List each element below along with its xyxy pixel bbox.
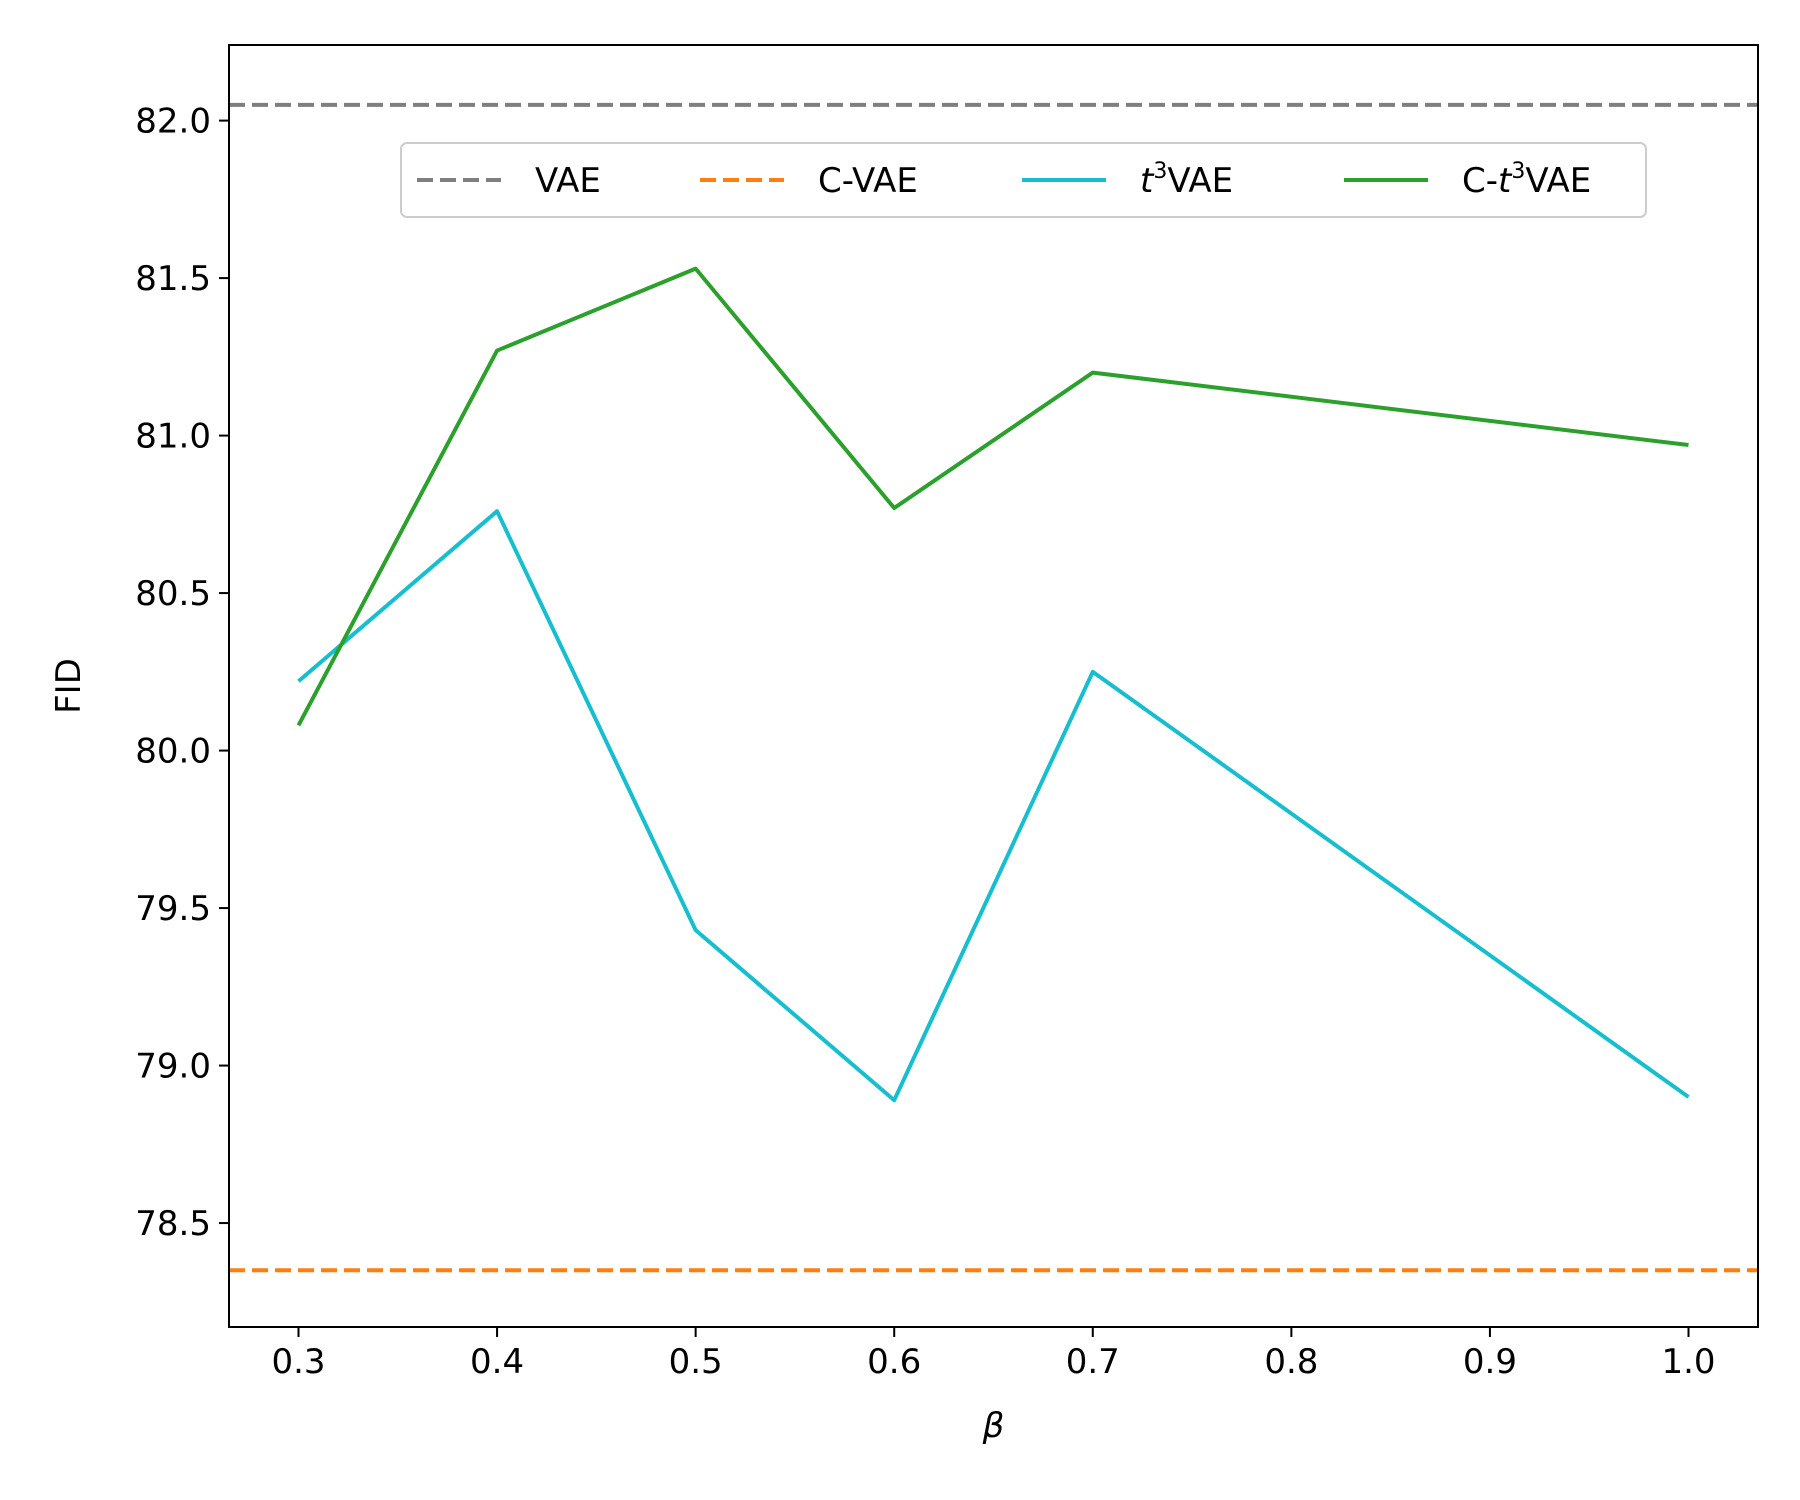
x-tick-label: 0.5 [669,1342,723,1382]
plot-frame [228,44,1759,1328]
x-tick-label: 0.3 [271,1342,325,1382]
legend-label: t3VAE [1140,159,1233,201]
x-tick-label: 0.4 [470,1342,524,1382]
legend-label: VAE [535,161,601,201]
plot-lines [229,102,1758,1273]
y-tick-label: 79.5 [135,889,211,929]
x-axis: 0.3 0.4 0.5 0.6 0.7 0.8 0.9 1.0 [271,1327,1716,1382]
legend-label: C-VAE [818,161,918,201]
y-axis-label: FID [49,658,89,714]
y-tick-label: 78.5 [135,1204,211,1244]
x-tick-label: 0.9 [1463,1342,1517,1382]
y-tick-label: 80.0 [135,732,211,772]
y-tick-label: 80.5 [135,574,211,614]
y-tick-label: 81.5 [135,259,211,299]
y-tick-label: 79.0 [135,1047,211,1087]
series-t-vae-line [297,509,1690,1103]
legend: VAE C-VAE t3VAE C-t3VAE [400,142,1647,218]
y-axis: 78.5 79.0 79.5 80.0 80.5 81.0 81.5 82.0 [135,102,229,1244]
x-tick-label: 0.8 [1264,1342,1318,1382]
series-c-t-vae-line [296,266,1689,727]
x-tick-label: 1.0 [1661,1342,1715,1382]
y-tick-label: 81.0 [135,417,211,457]
y-tick-label: 82.0 [135,102,211,142]
x-tick-label: 0.6 [867,1342,921,1382]
x-tick-label: 0.7 [1066,1342,1120,1382]
x-axis-label: β [982,1406,1005,1446]
legend-label: C-t3VAE [1462,159,1591,201]
